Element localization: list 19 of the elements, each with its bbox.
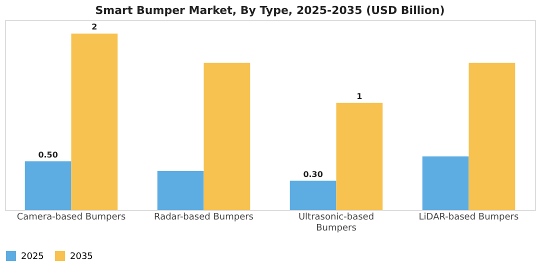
bar (422, 156, 469, 210)
data-label: 0.50 (38, 150, 58, 160)
x-tick-label: LiDAR-based Bumpers (418, 212, 519, 222)
bar (290, 180, 336, 210)
bar (468, 62, 516, 210)
bar (204, 62, 250, 210)
bar (24, 161, 72, 210)
x-tick-label: Camera-based Bumpers (16, 212, 126, 222)
data-label: 0.30 (303, 170, 324, 179)
data-label: 2 (92, 22, 98, 32)
bar (336, 102, 383, 210)
bar (71, 34, 118, 210)
data-label: 1 (356, 92, 363, 101)
legend-label: 2035 (70, 252, 93, 262)
chart-title: Smart Bumper Market, By Type, 2025-2035 (USD Billion) (95, 4, 445, 17)
legend-label: 2025 (21, 252, 44, 262)
x-tick-label: Ultrasonic-based Bumpers (298, 212, 374, 234)
x-tick-label: Radar-based Bumpers (154, 212, 254, 222)
bar (157, 171, 204, 210)
